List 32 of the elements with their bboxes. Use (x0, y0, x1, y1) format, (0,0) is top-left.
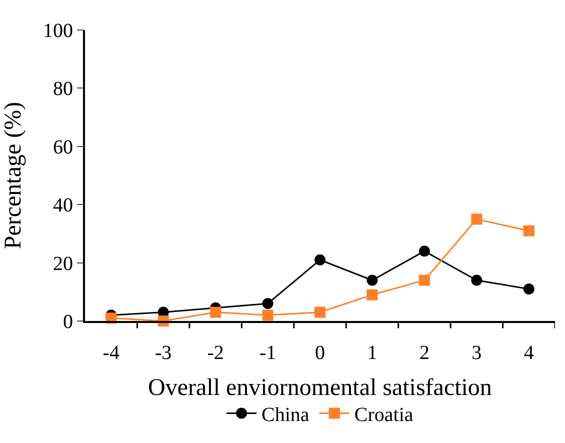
x-tick-label: 2 (419, 342, 430, 364)
point (418, 274, 430, 286)
y-axis-title: Percentage (%) (0, 102, 27, 250)
y-tick-label: 100 (43, 20, 73, 42)
x-tick-label: -2 (207, 342, 224, 364)
point (314, 306, 326, 318)
x-axis-title: Overall enviornomental satisfaction (148, 374, 492, 401)
point (366, 274, 378, 286)
x-tick-label: -3 (154, 342, 172, 364)
x-tick-label: -1 (259, 342, 276, 364)
x-tick-label: 3 (472, 342, 482, 364)
y-tick-label: 20 (53, 252, 73, 275)
x-tick-label: 0 (315, 342, 325, 364)
y-tick-label: 40 (53, 194, 73, 217)
point (523, 283, 534, 294)
y-tick-label: 80 (53, 78, 73, 100)
x-tick-label: -4 (102, 342, 120, 364)
point (262, 298, 274, 310)
point (471, 214, 482, 225)
point (210, 306, 222, 318)
x-tick-label: 4 (524, 342, 534, 364)
point (471, 274, 482, 286)
point (262, 310, 274, 321)
point (366, 289, 378, 300)
point (523, 225, 534, 236)
legend-label: China (262, 404, 310, 426)
legend-label: Croatia (354, 404, 414, 426)
x-tick-label: 1 (367, 342, 378, 364)
y-tick-label: 60 (53, 136, 73, 158)
point (314, 254, 326, 266)
y-tick-label: 0 (63, 311, 73, 333)
point (418, 246, 430, 257)
